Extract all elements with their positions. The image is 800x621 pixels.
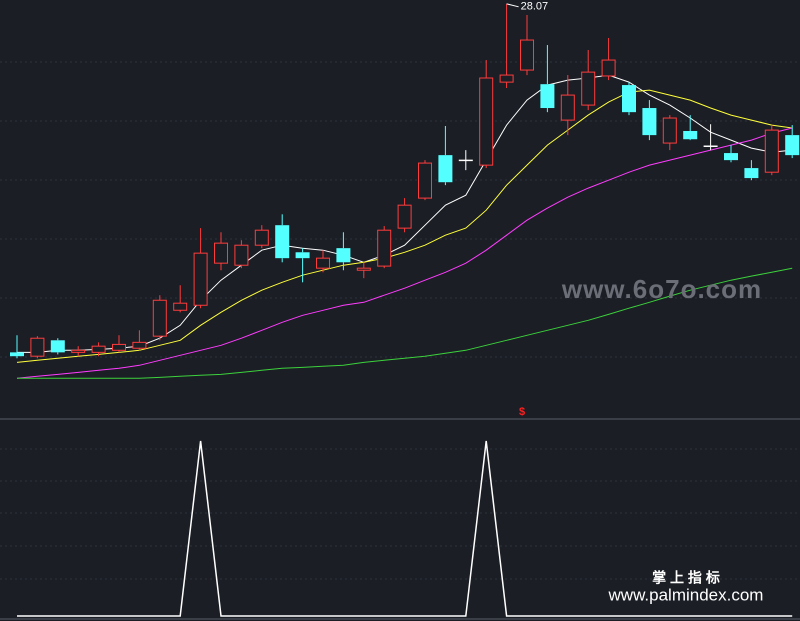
candle (581, 50, 596, 111)
candle (50, 338, 65, 355)
candle (560, 75, 575, 136)
candle (356, 262, 371, 279)
candle-body (581, 71, 596, 106)
candle-body (50, 340, 65, 353)
candle (316, 250, 330, 273)
candle (71, 346, 86, 357)
candle (601, 37, 616, 81)
candle-body (764, 129, 779, 173)
candle-body (336, 248, 351, 263)
candle-body (254, 229, 269, 246)
candle (377, 226, 392, 269)
candle-body (458, 159, 473, 162)
candle (438, 125, 453, 186)
candle-body (560, 94, 575, 121)
candle (275, 214, 290, 263)
candle (703, 124, 718, 151)
candle (520, 15, 534, 76)
candle (764, 125, 779, 176)
candle-body (30, 337, 45, 357)
candle (295, 248, 310, 283)
candle-body (479, 77, 494, 166)
ma-line (17, 267, 793, 379)
candle (91, 342, 106, 357)
candle-body (377, 229, 392, 267)
candle-body (193, 252, 208, 306)
candle (540, 45, 555, 113)
candle-body (418, 162, 432, 199)
candle (785, 125, 800, 159)
candle (479, 60, 494, 169)
candle-body (295, 252, 310, 259)
candle-body (520, 39, 534, 71)
candle (234, 240, 249, 269)
candle-body (683, 130, 698, 140)
candle (418, 160, 432, 201)
candle (724, 145, 738, 163)
candle-body (540, 84, 555, 109)
candle (132, 330, 147, 351)
candle-body (724, 153, 738, 161)
watermark: www.palmindex.com (608, 585, 764, 604)
candle (10, 335, 24, 359)
candle-body (316, 257, 330, 269)
candle (458, 150, 473, 171)
candle (254, 225, 269, 249)
candle (173, 285, 188, 313)
watermark: www.6o7o.com (561, 274, 762, 304)
candle (683, 115, 698, 141)
candle-body (438, 155, 453, 183)
watermark: 掌 上 指 标 (652, 570, 720, 586)
candle-body (356, 267, 371, 271)
candle-body (214, 242, 228, 264)
candle-body (91, 345, 106, 353)
candle (152, 295, 167, 341)
high-pointer (506, 3, 519, 8)
candle-body (234, 244, 249, 266)
candle (214, 232, 228, 271)
candle-body (662, 117, 677, 144)
candle (662, 115, 677, 151)
candle-body (275, 225, 290, 259)
candle (744, 160, 759, 181)
candle-body (152, 299, 167, 337)
candle-body (132, 341, 147, 349)
high-label: 28.07 (521, 1, 549, 13)
signal-annotation: $ (519, 406, 525, 418)
candle (397, 198, 412, 233)
ma-line (16, 127, 793, 379)
candle-body (10, 352, 24, 357)
candle-body (173, 302, 188, 311)
candle-body (642, 108, 657, 136)
candle (30, 336, 45, 359)
candle-body (499, 74, 514, 83)
candle-body (744, 168, 759, 179)
candle (642, 100, 657, 141)
candle-body (622, 85, 636, 113)
candle (193, 228, 208, 309)
candle-body (785, 135, 800, 156)
candle-body (601, 59, 616, 77)
indicator-line (17, 440, 793, 617)
candle (336, 232, 351, 271)
candle (112, 335, 126, 353)
candle (499, 3, 514, 89)
candle-body (112, 343, 126, 351)
candle-body (71, 349, 86, 353)
candle-body (397, 204, 412, 229)
candle-body (703, 145, 718, 148)
candle (622, 82, 636, 116)
